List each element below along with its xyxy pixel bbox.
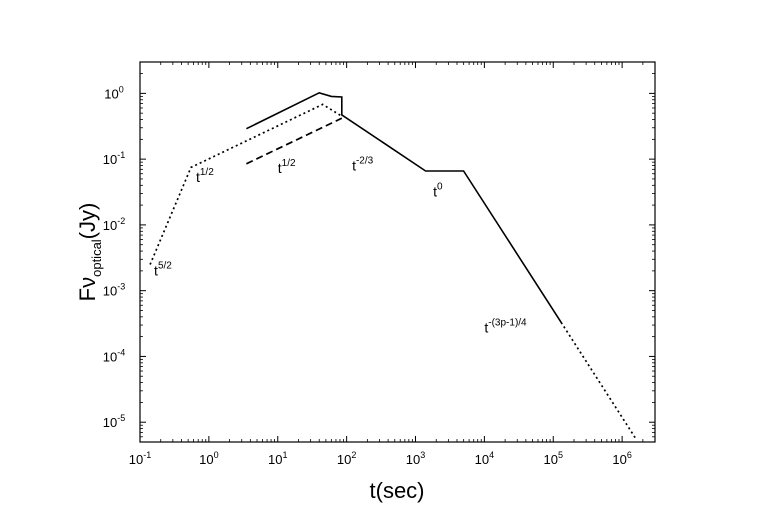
- y-tick-label-exp: -5: [117, 413, 125, 423]
- y-tick-label: 10-2: [103, 216, 125, 233]
- annotation-exp: 0: [437, 182, 443, 193]
- y-tick-label: 10-5: [103, 413, 125, 430]
- y-tick-label-exp: -1: [117, 150, 125, 160]
- x-tick-label: 10-1: [129, 450, 151, 467]
- x-axis-title: t(sec): [370, 478, 425, 503]
- x-tick-label-base: 10: [612, 452, 626, 467]
- y-tick-label-base: 10: [103, 349, 117, 364]
- x-tick-label-exp: 1: [282, 450, 287, 460]
- x-tick-label-exp: 2: [351, 450, 356, 460]
- y-tick-label-base: 10: [103, 284, 117, 299]
- y-tick-label: 100: [104, 84, 123, 101]
- annotation-exp: 5/2: [158, 261, 172, 272]
- x-tick-label-exp: 5: [558, 450, 563, 460]
- x-tick-label-exp: 6: [627, 450, 632, 460]
- y-tick-label-exp: -2: [117, 216, 125, 226]
- y-tick-label-exp: -4: [117, 347, 125, 357]
- x-tick-label: 103: [406, 450, 425, 467]
- x-tick-label-exp: 0: [214, 450, 219, 460]
- annotation-exp: 1/2: [200, 167, 214, 178]
- series-line-1-dotted: [149, 103, 343, 265]
- y-axis-title-unit: (Jy): [75, 203, 100, 240]
- annotation-4: t-2/3: [352, 156, 374, 174]
- x-tick-label-base: 10: [475, 452, 489, 467]
- y-tick-label-exp: -3: [117, 282, 125, 292]
- x-tick-label: 104: [475, 450, 494, 467]
- x-tick-label: 106: [612, 450, 631, 467]
- annotation-base: t: [352, 158, 356, 174]
- y-axis-title-sub: optical: [89, 239, 104, 277]
- y-tick-label-base: 10: [103, 415, 117, 430]
- series-line-3-solid: [246, 91, 562, 323]
- annotation-exp: -(3p-1)/4: [488, 318, 527, 329]
- ticks-layer: 10-1 100 101 102 103 104 105 10610010-110-210-3…: [103, 62, 655, 467]
- svg-text:Fνoptical(Jy): Fνoptical(Jy): [75, 203, 104, 302]
- x-tick-label-base: 10: [199, 452, 213, 467]
- y-axis-title: Fνoptical(Jy): [75, 203, 104, 302]
- y-tick-label-base: 10: [103, 152, 117, 167]
- x-tick-label-base: 10: [268, 452, 282, 467]
- y-tick-label-base: 10: [103, 218, 117, 233]
- x-tick-label-base: 10: [406, 452, 420, 467]
- y-tick-label-base: 10: [104, 86, 118, 101]
- y-tick-label: 10-1: [103, 150, 125, 167]
- x-tick-label: 102: [337, 450, 356, 467]
- y-tick-label: 10-3: [103, 282, 125, 299]
- x-tick-label: 105: [544, 450, 563, 467]
- annotation-3: t1/2: [278, 158, 296, 176]
- annotation-base: t: [484, 320, 488, 336]
- annotation-base: t: [278, 160, 282, 176]
- x-tick-label-base: 10: [337, 452, 351, 467]
- series-line-2-dashed: [246, 117, 343, 165]
- plot-frame: [139, 61, 656, 443]
- y-tick-label-exp: 0: [119, 84, 124, 94]
- series-layer: [149, 91, 637, 440]
- x-tick-label-base: 10: [129, 452, 143, 467]
- x-tick-label-exp: -1: [143, 450, 151, 460]
- x-tick-label-base: 10: [544, 452, 558, 467]
- annotation-base: t: [154, 263, 158, 279]
- x-tick-label: 100: [199, 450, 218, 467]
- annotation-2: t1/2: [196, 167, 214, 185]
- annotation-5: t0: [433, 182, 443, 200]
- x-tick-label-exp: 4: [489, 450, 494, 460]
- x-tick-label-exp: 3: [420, 450, 425, 460]
- y-axis-title-main: Fν: [75, 277, 100, 301]
- annotation-6: t-(3p-1)/4: [484, 318, 527, 336]
- annotation-1: t5/2: [154, 261, 172, 279]
- annotation-exp: 1/2: [282, 158, 296, 169]
- annotation-base: t: [433, 184, 437, 200]
- y-tick-label: 10-4: [103, 347, 125, 364]
- x-tick-label: 101: [268, 450, 287, 467]
- annotation-exp: -2/3: [356, 156, 374, 167]
- annotation-base: t: [196, 169, 200, 185]
- series-line-4-dotted: [560, 321, 637, 440]
